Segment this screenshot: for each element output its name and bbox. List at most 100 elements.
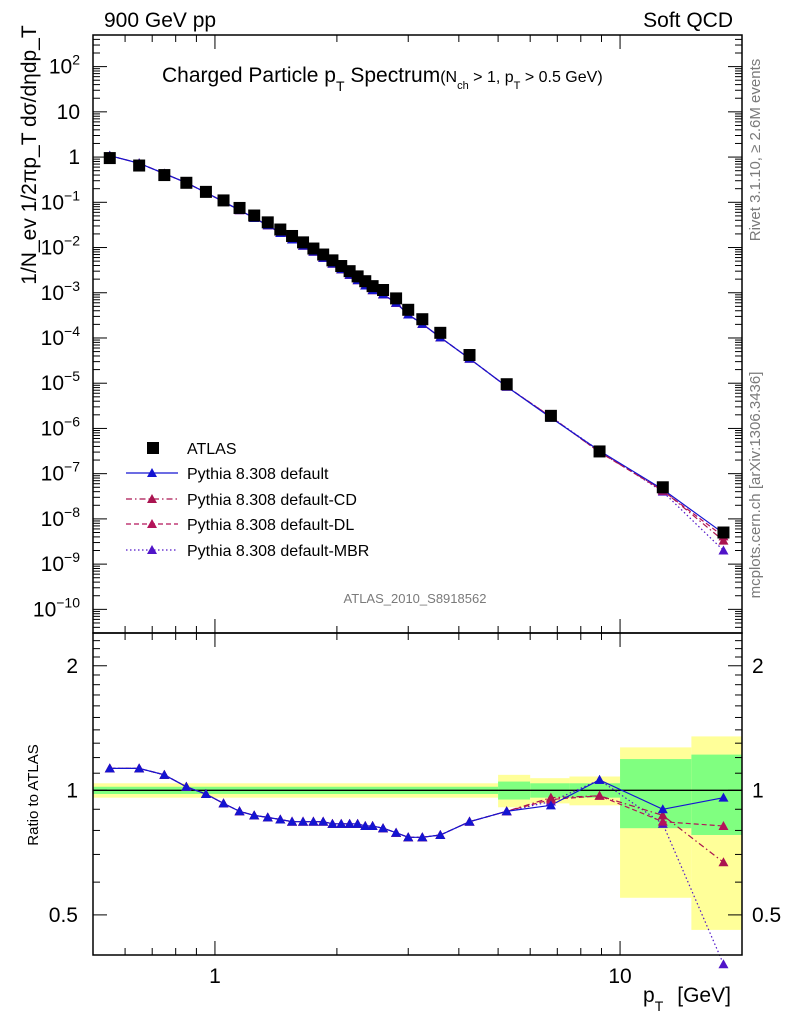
series-marker-main (718, 545, 729, 555)
ratio-y-tick-label: 2 (66, 655, 78, 678)
series-marker-ratio (352, 818, 363, 828)
series-marker-ratio (417, 832, 428, 842)
legend-label: ATLAS (187, 441, 237, 458)
y-tick-label: 10−6 (41, 413, 81, 440)
data-point-atlas (217, 194, 230, 207)
data-point-atlas (402, 303, 415, 316)
data-point-atlas (390, 292, 403, 305)
series-markers (103, 150, 730, 969)
series-marker-ratio (234, 806, 245, 816)
series-marker-ratio (298, 816, 309, 826)
series-marker-ratio (378, 823, 389, 833)
series-marker-ratio (159, 769, 170, 779)
legend-label: Pythia 8.308 default-DL (187, 517, 354, 534)
y-tick-label: 10−2 (41, 233, 81, 260)
y-tick-label: 10−8 (41, 504, 81, 531)
ratio-panel-frame (92, 632, 743, 956)
band-inner (620, 759, 692, 829)
series-marker-ratio (336, 818, 347, 828)
x-tick-label: 10 (608, 965, 631, 988)
series-marker-ratio (249, 810, 260, 820)
data-point-atlas (656, 481, 669, 494)
series-marker-ratio (718, 857, 729, 867)
series-marker-ratio (464, 816, 475, 826)
data-point-atlas (286, 229, 299, 242)
series-marker-ratio (657, 804, 668, 814)
y-tick-label: 10−4 (41, 323, 81, 350)
series-marker-ratio (344, 818, 355, 828)
y-axis-label: 1/N_ev 1/2πp_T dσ/dηdp_T (18, 25, 41, 285)
series-marker-ratio (718, 820, 729, 830)
data-point-atlas (463, 349, 476, 362)
series-marker-ratio (435, 829, 446, 839)
data-point-atlas (500, 378, 513, 391)
data-point-atlas (274, 223, 287, 236)
legend-swatch-atlas (147, 442, 159, 454)
series-marker-ratio (104, 763, 115, 773)
data-point-atlas (717, 526, 730, 539)
series-marker-main (718, 535, 729, 545)
x-tick-label: 1 (209, 965, 221, 988)
mcplots-label: mcplots.cern.ch [arXiv:1306.3436] (747, 372, 764, 599)
series-marker-ratio (134, 763, 145, 773)
series-marker-ratio (403, 832, 414, 842)
data-point-atlas (544, 409, 557, 422)
y-tick-label: 10−3 (41, 278, 81, 305)
axis-ticks: 1 10 10−10 10−9 10−8 10−7 10−6 10−5 10−4 10−3 10−2… (33, 34, 781, 988)
data-point-atlas (248, 209, 261, 222)
legend: ATLAS Pythia 8.308 default Pythia 8.308 de… (126, 441, 369, 560)
ratio-y-tick-label-right: 1 (752, 779, 764, 802)
legend-marker (147, 545, 157, 554)
series-marker-ratio (287, 816, 298, 826)
data-point-atlas (158, 169, 171, 182)
series-marker-ratio (545, 792, 556, 802)
data-point-atlas (377, 284, 390, 297)
data-point-atlas (233, 201, 246, 214)
series-marker-ratio (275, 814, 286, 824)
legend-label: Pythia 8.308 default (187, 466, 329, 483)
ratio-y-tick-label: 1 (66, 779, 78, 802)
y-tick-label: 10−1 (41, 187, 81, 214)
series-marker-ratio (657, 810, 668, 820)
series-marker-ratio (318, 816, 329, 826)
y-tick-label: 1 (68, 146, 80, 169)
series-marker-ratio (367, 820, 378, 830)
ratio-y-tick-label: 0.5 (49, 904, 78, 927)
data-point-atlas (133, 159, 146, 172)
y-tick-label: 10−10 (33, 594, 80, 621)
legend-label: Pythia 8.308 default-CD (187, 492, 357, 509)
series-marker-ratio (718, 959, 729, 969)
data-point-atlas (199, 185, 212, 198)
data-point-atlas (593, 445, 606, 458)
legend-label: Pythia 8.308 default-MBR (187, 543, 369, 560)
rivet-version-label: Rivet 3.1.10, ≥ 2.6M events (747, 59, 764, 242)
data-point-atlas (261, 216, 274, 229)
data-point-atlas (297, 236, 310, 249)
series-marker-ratio (594, 774, 605, 784)
ratio-y-axis-label: Ratio to ATLAS (25, 744, 42, 845)
series-marker-ratio (360, 820, 371, 830)
data-point-atlas (103, 152, 116, 165)
y-tick-label: 10−7 (41, 459, 81, 486)
series-marker-ratio (501, 806, 512, 816)
y-tick-label: 102 (49, 52, 80, 79)
ratio-y-tick-label-right: 2 (752, 655, 764, 678)
header-left: 900 GeV pp (104, 9, 216, 32)
legend-marker (147, 494, 157, 503)
series-marker-ratio (218, 798, 229, 808)
data-point-atlas (180, 176, 193, 189)
plot-title: Charged Particle pT Spectrum(Nch > 1, pT… (162, 64, 603, 94)
series-marker-ratio (200, 788, 211, 798)
legend-marker (147, 468, 157, 477)
legend-marker (147, 519, 157, 528)
band-inner (691, 754, 742, 835)
series-marker-ratio (327, 818, 338, 828)
series-marker-ratio (718, 792, 729, 802)
data-point-atlas (416, 313, 429, 326)
data-point-atlas (366, 280, 379, 293)
data-point-atlas (434, 326, 447, 339)
data-point-atlas (307, 242, 320, 255)
x-axis-label: pT [GeV] (643, 984, 731, 1014)
series-marker-ratio (262, 812, 273, 822)
